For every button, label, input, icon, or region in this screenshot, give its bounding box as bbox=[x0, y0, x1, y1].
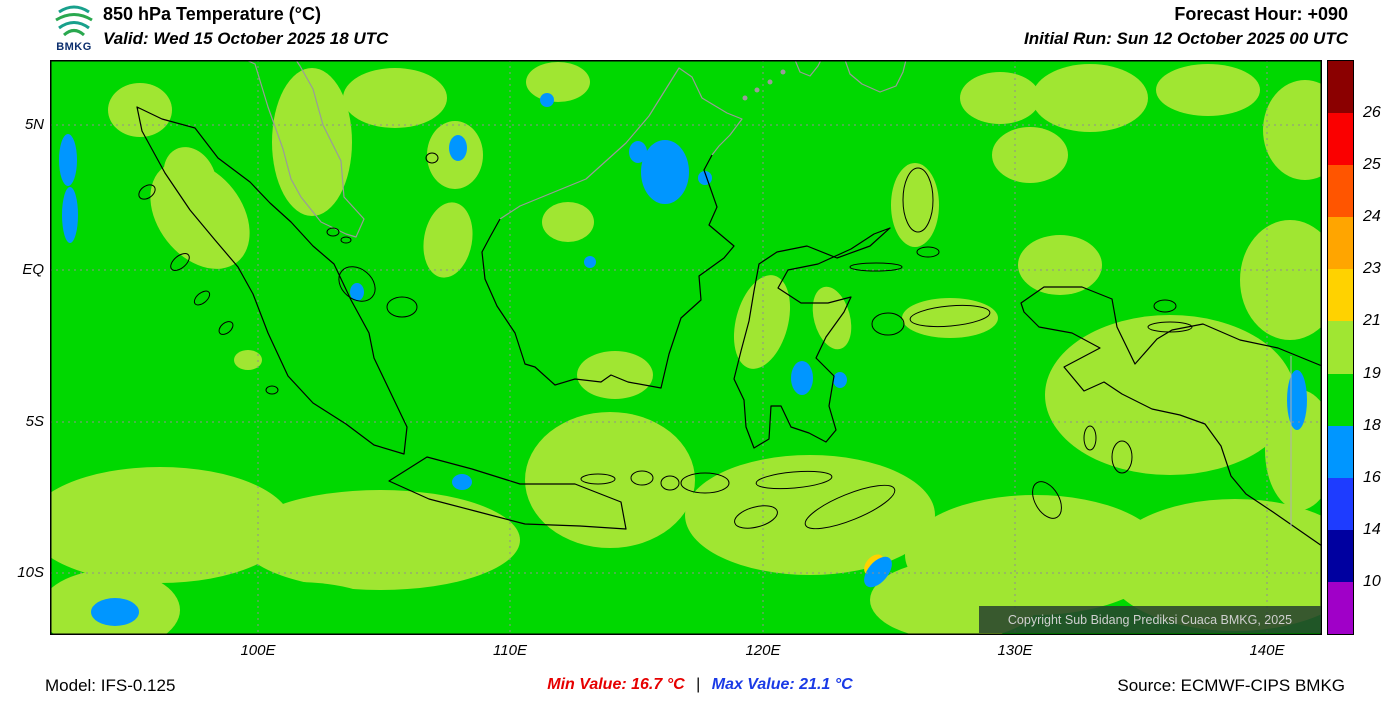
lon-label-110e: 110E bbox=[493, 642, 527, 659]
max-value-label: Max Value: 21.1 °C bbox=[711, 676, 853, 693]
lon-label-100e: 100E bbox=[240, 642, 276, 659]
colorbar-tick-label: 14 bbox=[1363, 520, 1381, 538]
colorbar-segment: 26 bbox=[1328, 61, 1381, 121]
colorbar-segment: 14 bbox=[1328, 477, 1381, 538]
copyright-overlay: Copyright Sub Bidang Prediksi Cuaca BMKG… bbox=[979, 606, 1321, 633]
minmax-separator: | bbox=[696, 676, 701, 693]
colorbar-segment: 10 bbox=[1328, 529, 1381, 590]
source-label: Source: ECMWF-CIPS BMKG bbox=[1117, 676, 1345, 695]
colorbar-tick-label: 10 bbox=[1363, 572, 1381, 590]
colorbar-tick-label: 21 bbox=[1363, 312, 1381, 330]
lat-label-eq: EQ bbox=[22, 261, 44, 278]
lon-label-140e: 140E bbox=[1249, 642, 1285, 659]
colorbar-segment: 18 bbox=[1328, 373, 1381, 434]
colorbar-segment: 24 bbox=[1328, 165, 1381, 225]
colorbar-segment: 19 bbox=[1328, 321, 1381, 382]
page-title: 850 hPa Temperature (°C) bbox=[103, 4, 321, 24]
map-frame bbox=[50, 60, 1322, 635]
lat-label-5n: 5N bbox=[24, 116, 44, 133]
colorbar-segment: 16 bbox=[1328, 425, 1381, 486]
colorbar-tick-label: 18 bbox=[1363, 416, 1381, 434]
colorbar: 26 25 24 23 21 19 18 16 14 10 bbox=[1327, 60, 1381, 635]
indonesia-coastlines bbox=[136, 106, 1322, 547]
initial-run: Initial Run: Sun 12 October 2025 00 UTC bbox=[1023, 29, 1348, 48]
bmkg-logo-text: BMKG bbox=[56, 41, 92, 53]
valid-time: Valid: Wed 15 October 2025 18 UTC bbox=[103, 29, 389, 48]
lat-label-10s: 10S bbox=[17, 564, 44, 581]
blue-spots bbox=[59, 93, 1307, 626]
min-value-label: Min Value: 16.7 °C bbox=[547, 676, 685, 693]
colorbar-tick-label: 26 bbox=[1363, 104, 1381, 122]
grid-lines bbox=[50, 60, 1322, 635]
yellow-green-patches bbox=[50, 62, 1322, 635]
colorbar-tick-label: 16 bbox=[1363, 468, 1381, 486]
colorbar-segment: 23 bbox=[1328, 217, 1381, 277]
colorbar-segment: 21 bbox=[1328, 269, 1381, 329]
colorbar-tick-label: 23 bbox=[1363, 260, 1381, 278]
minmax-values: Min Value: 16.7 °C | Max Value: 21.1 °C bbox=[0, 676, 1400, 694]
lon-label-130e: 130E bbox=[997, 642, 1033, 659]
foreign-coastlines bbox=[245, 60, 907, 238]
bmkg-logo: BMKG bbox=[50, 2, 98, 58]
temperature-map bbox=[50, 60, 1322, 635]
lon-label-120e: 120E bbox=[745, 642, 781, 659]
colorbar-tick-label: 25 bbox=[1363, 156, 1381, 174]
forecast-hour: Forecast Hour: +090 bbox=[1174, 4, 1348, 24]
colorbar-segment bbox=[1328, 581, 1353, 635]
colorbar-tick-label: 24 bbox=[1363, 208, 1381, 226]
bmkg-logo-mark bbox=[55, 5, 93, 37]
model-label: Model: IFS-0.125 bbox=[45, 676, 176, 695]
colorbar-segment: 25 bbox=[1328, 113, 1381, 173]
lat-label-5s: 5S bbox=[25, 413, 44, 430]
colorbar-tick-label: 19 bbox=[1363, 364, 1381, 382]
